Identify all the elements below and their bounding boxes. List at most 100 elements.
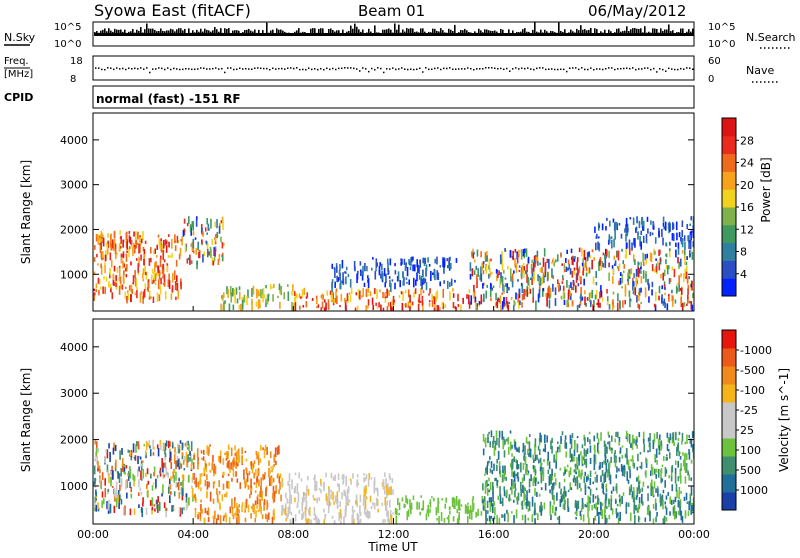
echo-mark (516, 473, 519, 479)
echo-mark (490, 430, 493, 438)
echo-mark (331, 279, 334, 283)
echo-mark (317, 304, 320, 308)
freq-point (527, 67, 529, 69)
echo-mark (363, 473, 365, 476)
echo-mark (298, 293, 301, 299)
echo-mark (678, 287, 680, 292)
echo-mark (144, 265, 146, 275)
echo-mark (525, 270, 527, 274)
echo-mark (414, 264, 416, 272)
echo-mark (155, 261, 157, 268)
echo-mark (224, 512, 227, 517)
freq-point (143, 68, 145, 70)
echo-mark (203, 449, 205, 455)
echo-mark (604, 447, 607, 454)
echo-mark (690, 216, 693, 221)
echo-mark (477, 508, 479, 517)
echo-mark (684, 441, 687, 445)
echo-mark (206, 510, 209, 515)
echo-mark (570, 256, 573, 260)
echo-mark (389, 476, 391, 481)
echo-mark (499, 295, 502, 305)
echo-mark (502, 474, 505, 478)
echo-mark (490, 497, 492, 507)
echo-mark (181, 442, 184, 451)
echo-mark (107, 233, 109, 239)
echo-mark (345, 475, 347, 486)
echo-mark (692, 443, 694, 453)
echo-mark (613, 255, 616, 260)
echo-mark (608, 236, 611, 244)
freq-label-line2: [MHz] (4, 69, 33, 80)
echo-mark (211, 257, 214, 266)
echo-mark (375, 497, 378, 507)
echo-mark (664, 286, 666, 291)
echo-mark (436, 305, 439, 311)
echo-mark (685, 261, 688, 266)
echo-mark (176, 455, 179, 464)
echo-mark (200, 487, 202, 492)
echo-mark (241, 502, 244, 507)
echo-mark (624, 254, 627, 259)
echo-mark (278, 445, 280, 455)
echo-mark (381, 263, 383, 271)
echo-mark (254, 517, 257, 523)
echo-mark (229, 468, 231, 473)
echo-mark (542, 288, 544, 297)
echo-mark (513, 473, 516, 483)
freq-point (161, 67, 163, 70)
echo-mark (484, 473, 486, 476)
echo-mark (630, 443, 632, 448)
echo-mark (676, 232, 678, 241)
echo-mark (604, 443, 607, 450)
echo-mark (494, 302, 497, 308)
echo-mark (592, 304, 594, 311)
freq-point (227, 67, 229, 69)
echo-mark (181, 452, 184, 456)
echo-mark (346, 488, 349, 497)
echo-mark (145, 271, 147, 276)
echo-mark (482, 505, 485, 511)
echo-mark (672, 233, 675, 242)
echo-mark (167, 440, 170, 449)
echo-mark (407, 305, 410, 309)
echo-mark (391, 301, 393, 306)
echo-mark (660, 273, 662, 279)
echo-mark (258, 505, 261, 512)
echo-mark (595, 290, 598, 299)
echo-mark (532, 477, 535, 487)
echo-mark (687, 511, 690, 517)
noise-bar (312, 28, 314, 36)
echo-mark (233, 288, 236, 296)
echo-mark (235, 459, 238, 469)
freq-point (404, 68, 406, 70)
x-tick-label: 08:00 (277, 528, 309, 541)
echo-mark (218, 456, 220, 462)
echo-mark (520, 489, 522, 497)
echo-mark (179, 247, 182, 257)
echo-mark (314, 498, 317, 501)
echo-mark (232, 287, 234, 297)
echo-mark (688, 501, 690, 511)
noise-bar (640, 28, 642, 36)
echo-mark (595, 270, 597, 279)
echo-mark (420, 495, 423, 498)
noise-sky-tick-bottom: 10^0 (54, 39, 81, 50)
noise-bar (254, 29, 256, 36)
echo-mark (531, 514, 534, 523)
echo-mark (193, 454, 195, 460)
echo-mark (638, 262, 640, 265)
echo-mark (636, 466, 639, 471)
echo-mark (140, 238, 143, 244)
echo-mark (620, 233, 623, 239)
echo-mark (533, 271, 535, 282)
echo-mark (577, 268, 579, 276)
echo-mark (167, 472, 169, 478)
echo-mark (654, 454, 656, 462)
echo-mark (443, 517, 446, 523)
echo-mark (95, 504, 98, 512)
echo-mark (560, 488, 563, 492)
echo-mark (537, 445, 540, 451)
echo-mark (583, 249, 586, 260)
echo-mark (382, 481, 385, 490)
